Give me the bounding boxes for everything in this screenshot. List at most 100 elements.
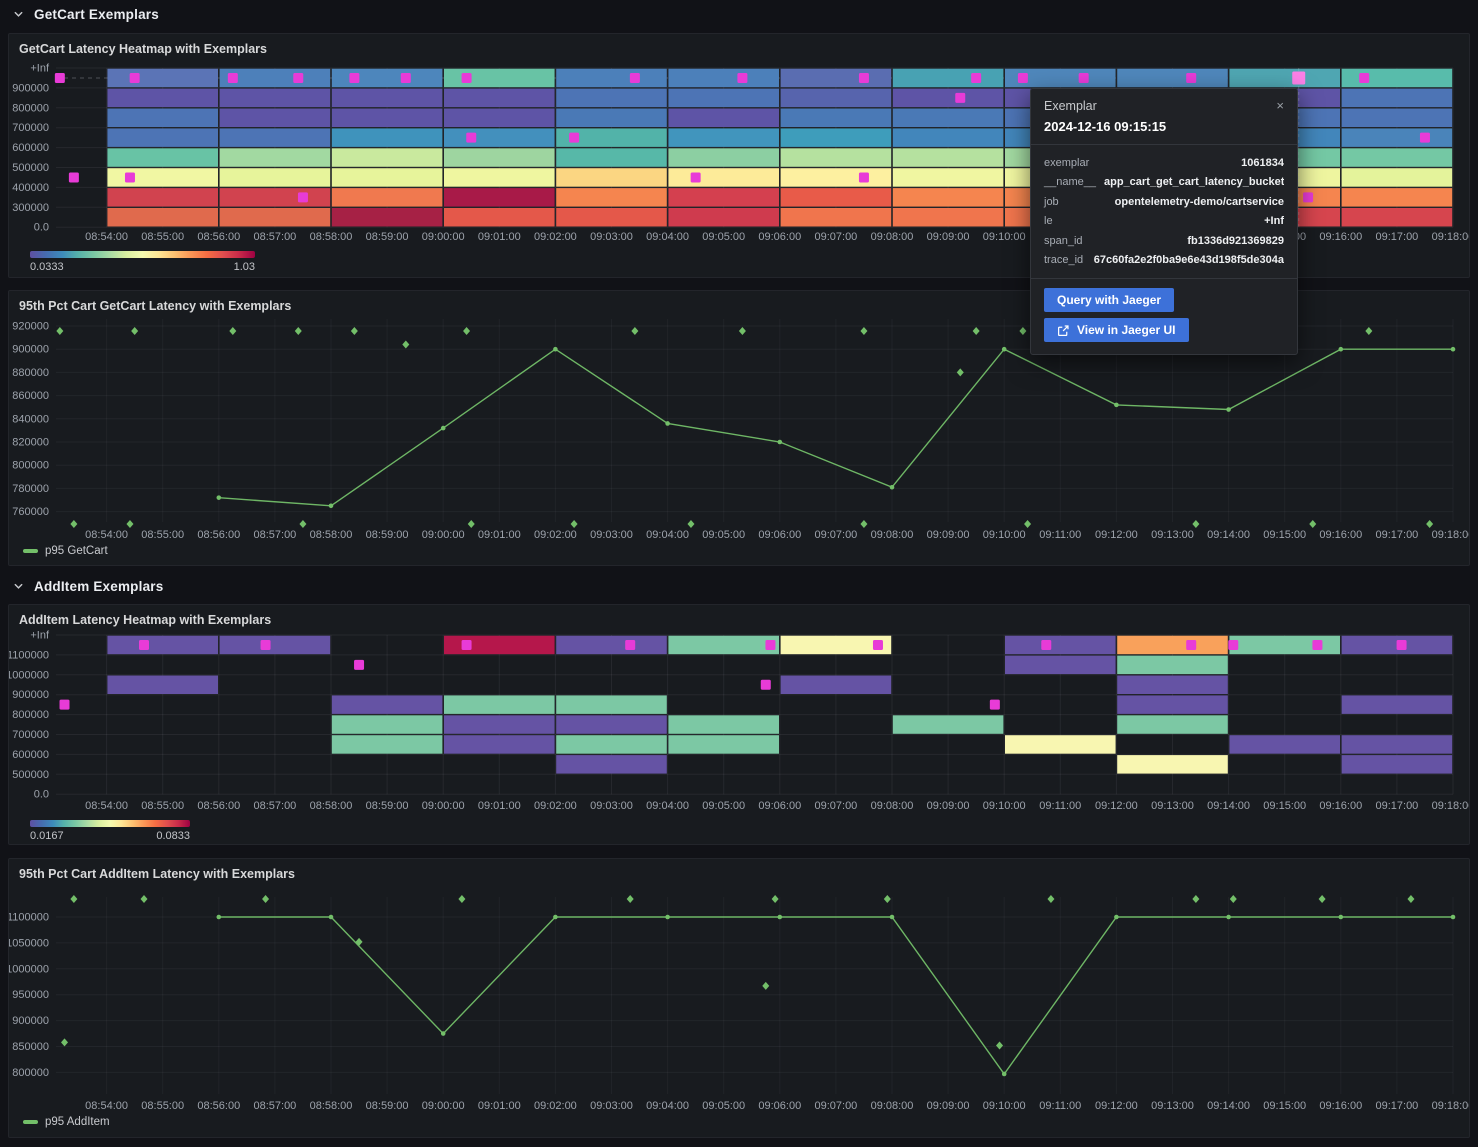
- svg-text:09:06:00: 09:06:00: [758, 800, 801, 812]
- svg-text:09:17:00: 09:17:00: [1375, 529, 1418, 541]
- section-header-getcart[interactable]: GetCart Exemplars: [0, 0, 1478, 28]
- svg-text:0.0: 0.0: [34, 789, 49, 801]
- svg-text:1000000: 1000000: [9, 669, 49, 681]
- svg-text:08:59:00: 08:59:00: [366, 800, 409, 812]
- svg-text:820000: 820000: [12, 437, 49, 449]
- svg-text:09:02:00: 09:02:00: [534, 231, 577, 243]
- svg-text:09:11:00: 09:11:00: [1039, 800, 1081, 812]
- tooltip-fields: exemplar 1061834 __name__ app_cart_get_cart…: [1031, 145, 1297, 278]
- svg-text:700000: 700000: [12, 122, 49, 134]
- chevron-down-icon[interactable]: [13, 9, 24, 20]
- panel-additem-heatmap: AddItem Latency Heatmap with Exemplars +…: [8, 604, 1470, 845]
- chevron-down-icon[interactable]: [13, 581, 24, 592]
- svg-text:08:58:00: 08:58:00: [310, 231, 353, 243]
- panel-title[interactable]: 95th Pct Cart AddItem Latency with Exemp…: [19, 867, 296, 881]
- svg-text:09:05:00: 09:05:00: [702, 800, 745, 812]
- svg-text:800000: 800000: [12, 102, 49, 114]
- field-label: le: [1044, 215, 1053, 228]
- legend-item-p95-getcart[interactable]: p95 GetCart: [23, 545, 108, 557]
- divider: [1031, 144, 1297, 145]
- tooltip-field-row: trace_id 67c60fa2e2f0ba9e6e43d198f5de304a: [1044, 251, 1284, 271]
- panel-title[interactable]: GetCart Latency Heatmap with Exemplars: [19, 42, 267, 56]
- svg-text:09:06:00: 09:06:00: [758, 231, 801, 243]
- svg-text:08:57:00: 08:57:00: [253, 800, 296, 812]
- svg-text:09:09:00: 09:09:00: [927, 529, 970, 541]
- field-value: 67c60fa2e2f0ba9e6e43d198f5de304a: [1093, 254, 1284, 267]
- field-value: +Inf: [1264, 215, 1284, 228]
- svg-text:08:57:00: 08:57:00: [253, 529, 296, 541]
- svg-text:09:16:00: 09:16:00: [1319, 1100, 1362, 1112]
- svg-text:09:15:00: 09:15:00: [1263, 800, 1306, 812]
- scale-min-label: 0.0167: [30, 830, 64, 842]
- svg-text:09:01:00: 09:01:00: [478, 529, 521, 541]
- svg-text:09:13:00: 09:13:00: [1151, 1100, 1194, 1112]
- svg-text:950000: 950000: [12, 989, 49, 1001]
- svg-text:09:11:00: 09:11:00: [1039, 529, 1081, 541]
- svg-text:09:00:00: 09:00:00: [422, 529, 465, 541]
- svg-text:860000: 860000: [12, 390, 49, 402]
- svg-text:09:01:00: 09:01:00: [478, 1100, 521, 1112]
- svg-text:08:54:00: 08:54:00: [85, 529, 128, 541]
- svg-text:08:57:00: 08:57:00: [253, 1100, 296, 1112]
- svg-text:09:07:00: 09:07:00: [814, 1100, 857, 1112]
- svg-text:+Inf: +Inf: [30, 63, 50, 75]
- svg-text:09:10:00: 09:10:00: [983, 1100, 1026, 1112]
- section-title[interactable]: GetCart Exemplars: [34, 6, 159, 22]
- svg-text:08:54:00: 08:54:00: [85, 231, 128, 243]
- svg-text:920000: 920000: [12, 321, 49, 333]
- legend-item-p95-additem[interactable]: p95 AddItem: [23, 1116, 110, 1128]
- svg-text:09:00:00: 09:00:00: [422, 800, 465, 812]
- svg-text:600000: 600000: [12, 142, 49, 154]
- field-label: exemplar: [1044, 156, 1090, 169]
- svg-text:850000: 850000: [12, 1041, 49, 1053]
- svg-text:09:06:00: 09:06:00: [758, 529, 801, 541]
- svg-text:08:55:00: 08:55:00: [141, 529, 184, 541]
- svg-text:09:07:00: 09:07:00: [814, 231, 857, 243]
- svg-text:09:05:00: 09:05:00: [702, 529, 745, 541]
- svg-text:09:18:00: 09:18:00: [1432, 231, 1469, 243]
- svg-text:09:03:00: 09:03:00: [590, 800, 633, 812]
- svg-text:840000: 840000: [12, 413, 49, 425]
- svg-text:880000: 880000: [12, 367, 49, 379]
- svg-text:08:56:00: 08:56:00: [197, 800, 240, 812]
- additem-heatmap-chart[interactable]: +Inf 1100000 1000000 900000 800000 700000 6000…: [9, 605, 1469, 844]
- svg-text:09:09:00: 09:09:00: [927, 231, 970, 243]
- additem-latency-chart[interactable]: 1100000 1050000 1000000 950000 900000 850000 8…: [9, 859, 1469, 1137]
- svg-text:600000: 600000: [12, 749, 49, 761]
- query-with-jaeger-button[interactable]: Query with Jaeger: [1044, 288, 1175, 312]
- svg-text:09:07:00: 09:07:00: [814, 800, 857, 812]
- svg-text:08:59:00: 08:59:00: [366, 1100, 409, 1112]
- svg-text:08:58:00: 08:58:00: [310, 800, 353, 812]
- svg-text:+Inf: +Inf: [30, 630, 50, 642]
- tooltip-title: Exemplar: [1044, 99, 1097, 113]
- svg-text:09:01:00: 09:01:00: [478, 231, 521, 243]
- svg-text:09:18:00: 09:18:00: [1432, 529, 1469, 541]
- section-header-additem[interactable]: AddItem Exemplars: [0, 572, 1478, 600]
- field-label: job: [1044, 195, 1059, 208]
- svg-text:09:01:00: 09:01:00: [478, 800, 521, 812]
- series-label[interactable]: p95 AddItem: [45, 1116, 110, 1128]
- svg-text:09:00:00: 09:00:00: [422, 231, 465, 243]
- svg-text:09:04:00: 09:04:00: [646, 800, 689, 812]
- section-title[interactable]: AddItem Exemplars: [34, 578, 164, 594]
- svg-text:08:55:00: 08:55:00: [141, 800, 184, 812]
- svg-text:09:13:00: 09:13:00: [1151, 529, 1194, 541]
- view-in-jaeger-ui-button[interactable]: View in Jaeger UI: [1044, 318, 1189, 342]
- svg-text:09:09:00: 09:09:00: [927, 1100, 970, 1112]
- svg-text:08:59:00: 08:59:00: [366, 529, 409, 541]
- svg-text:09:03:00: 09:03:00: [590, 529, 633, 541]
- svg-text:09:04:00: 09:04:00: [646, 231, 689, 243]
- svg-text:09:12:00: 09:12:00: [1095, 800, 1138, 812]
- panel-title[interactable]: AddItem Latency Heatmap with Exemplars: [19, 613, 272, 627]
- svg-text:09:15:00: 09:15:00: [1263, 529, 1306, 541]
- series-label[interactable]: p95 GetCart: [45, 545, 108, 557]
- svg-text:09:10:00: 09:10:00: [983, 800, 1026, 812]
- svg-text:09:08:00: 09:08:00: [871, 1100, 914, 1112]
- field-label: trace_id: [1044, 254, 1084, 267]
- field-label: __name__: [1044, 176, 1096, 189]
- close-icon[interactable]: ×: [1276, 98, 1284, 113]
- svg-text:08:56:00: 08:56:00: [197, 231, 240, 243]
- svg-text:500000: 500000: [12, 769, 49, 781]
- panel-title[interactable]: 95th Pct Cart GetCart Latency with Exemp…: [19, 299, 292, 313]
- svg-text:900000: 900000: [12, 1015, 49, 1027]
